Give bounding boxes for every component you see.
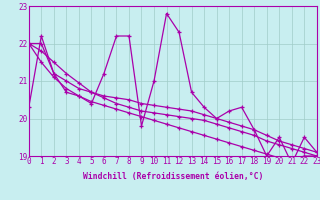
X-axis label: Windchill (Refroidissement éolien,°C): Windchill (Refroidissement éolien,°C) xyxy=(83,172,263,181)
